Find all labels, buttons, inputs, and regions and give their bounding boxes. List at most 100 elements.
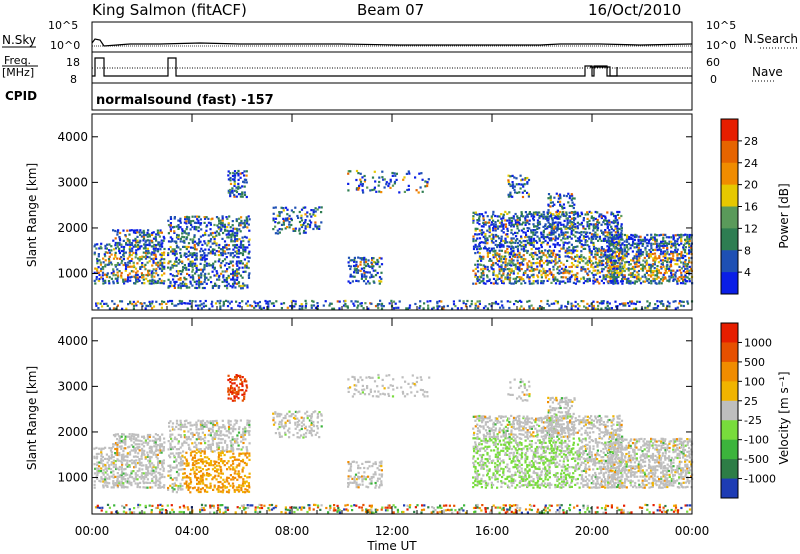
range-cell <box>546 252 550 255</box>
range-cell <box>187 476 190 479</box>
range-cell <box>542 307 545 310</box>
range-cell <box>243 170 246 173</box>
range-cell <box>532 269 535 272</box>
range-cell <box>214 302 218 305</box>
range-cell <box>536 282 539 285</box>
range-cell <box>522 245 525 248</box>
range-cell <box>494 300 497 303</box>
range-cell <box>203 268 206 271</box>
range-cell <box>146 486 149 489</box>
range-cell <box>101 459 104 462</box>
range-cell <box>231 230 234 233</box>
range-cell <box>688 256 691 260</box>
range-cell <box>143 243 146 246</box>
range-cell <box>127 265 130 268</box>
range-cell <box>660 302 663 305</box>
freq-trace <box>92 57 692 77</box>
range-cell <box>298 229 301 232</box>
range-cell <box>185 252 188 255</box>
range-cell <box>560 233 563 236</box>
range-cell <box>636 242 639 245</box>
range-cell <box>193 254 196 257</box>
range-cell <box>634 265 637 268</box>
range-cell <box>580 243 583 246</box>
range-cell <box>218 227 221 230</box>
range-cell <box>631 250 634 253</box>
range-cell <box>560 223 563 226</box>
range-cell <box>211 252 214 255</box>
range-cell <box>217 461 220 465</box>
range-cell <box>623 246 626 249</box>
range-cell <box>112 486 115 489</box>
range-cell <box>680 267 683 270</box>
range-cell <box>576 211 579 214</box>
range-cell <box>542 282 545 285</box>
range-cell <box>174 436 177 439</box>
range-cell <box>167 232 170 235</box>
range-cell <box>566 231 569 234</box>
range-cell <box>209 431 212 435</box>
range-cell <box>242 226 245 229</box>
range-cell <box>197 436 200 439</box>
range-cell <box>132 261 135 264</box>
range-cell <box>547 225 551 228</box>
range-cell <box>477 305 480 308</box>
range-cell <box>558 235 561 238</box>
range-cell <box>243 193 247 196</box>
range-cell <box>484 247 487 250</box>
range-cell <box>556 279 559 282</box>
range-cell <box>632 302 635 305</box>
range-cell <box>195 248 198 251</box>
range-cell <box>146 472 150 475</box>
range-cell <box>549 211 552 214</box>
range-cell <box>223 240 227 243</box>
range-cell <box>472 217 475 220</box>
range-cell <box>242 248 245 251</box>
range-cell <box>223 449 226 452</box>
range-cell <box>636 265 639 268</box>
range-cell <box>122 258 125 261</box>
range-cell <box>128 253 131 256</box>
range-cell <box>508 221 511 224</box>
range-cell <box>588 279 591 282</box>
range-cell <box>100 276 103 279</box>
range-cell <box>378 180 381 184</box>
range-cell <box>175 491 178 494</box>
range-cell <box>518 307 521 310</box>
range-cell <box>520 255 523 258</box>
range-cell <box>522 215 525 218</box>
range-cell <box>200 276 203 279</box>
range-cell <box>635 234 638 237</box>
range-cell <box>203 452 206 455</box>
range-cell <box>112 459 115 462</box>
range-cell <box>284 206 288 209</box>
range-cell <box>676 253 679 256</box>
range-cell <box>606 223 609 226</box>
range-cell <box>611 280 614 283</box>
range-cell <box>572 281 575 284</box>
range-cell <box>104 478 107 481</box>
range-cell <box>613 256 616 259</box>
range-cell <box>680 304 683 307</box>
range-cell <box>547 211 550 214</box>
range-cell <box>102 257 105 260</box>
range-cell <box>205 460 208 463</box>
range-cell <box>112 484 115 487</box>
range-cell <box>243 178 246 181</box>
range-cell <box>594 231 597 234</box>
range-cell <box>452 300 455 303</box>
range-cell <box>175 476 178 479</box>
range-cell <box>169 429 172 432</box>
range-cell <box>544 224 547 228</box>
range-cell <box>145 481 148 484</box>
range-cell <box>518 269 521 272</box>
range-cell <box>683 251 687 254</box>
range-cell <box>120 245 123 248</box>
range-cell <box>144 245 147 248</box>
range-cell <box>206 254 209 257</box>
range-cell <box>572 273 575 277</box>
range-cell <box>124 235 127 238</box>
range-cell <box>538 269 541 272</box>
range-cell <box>552 243 555 246</box>
range-cell <box>566 235 569 238</box>
